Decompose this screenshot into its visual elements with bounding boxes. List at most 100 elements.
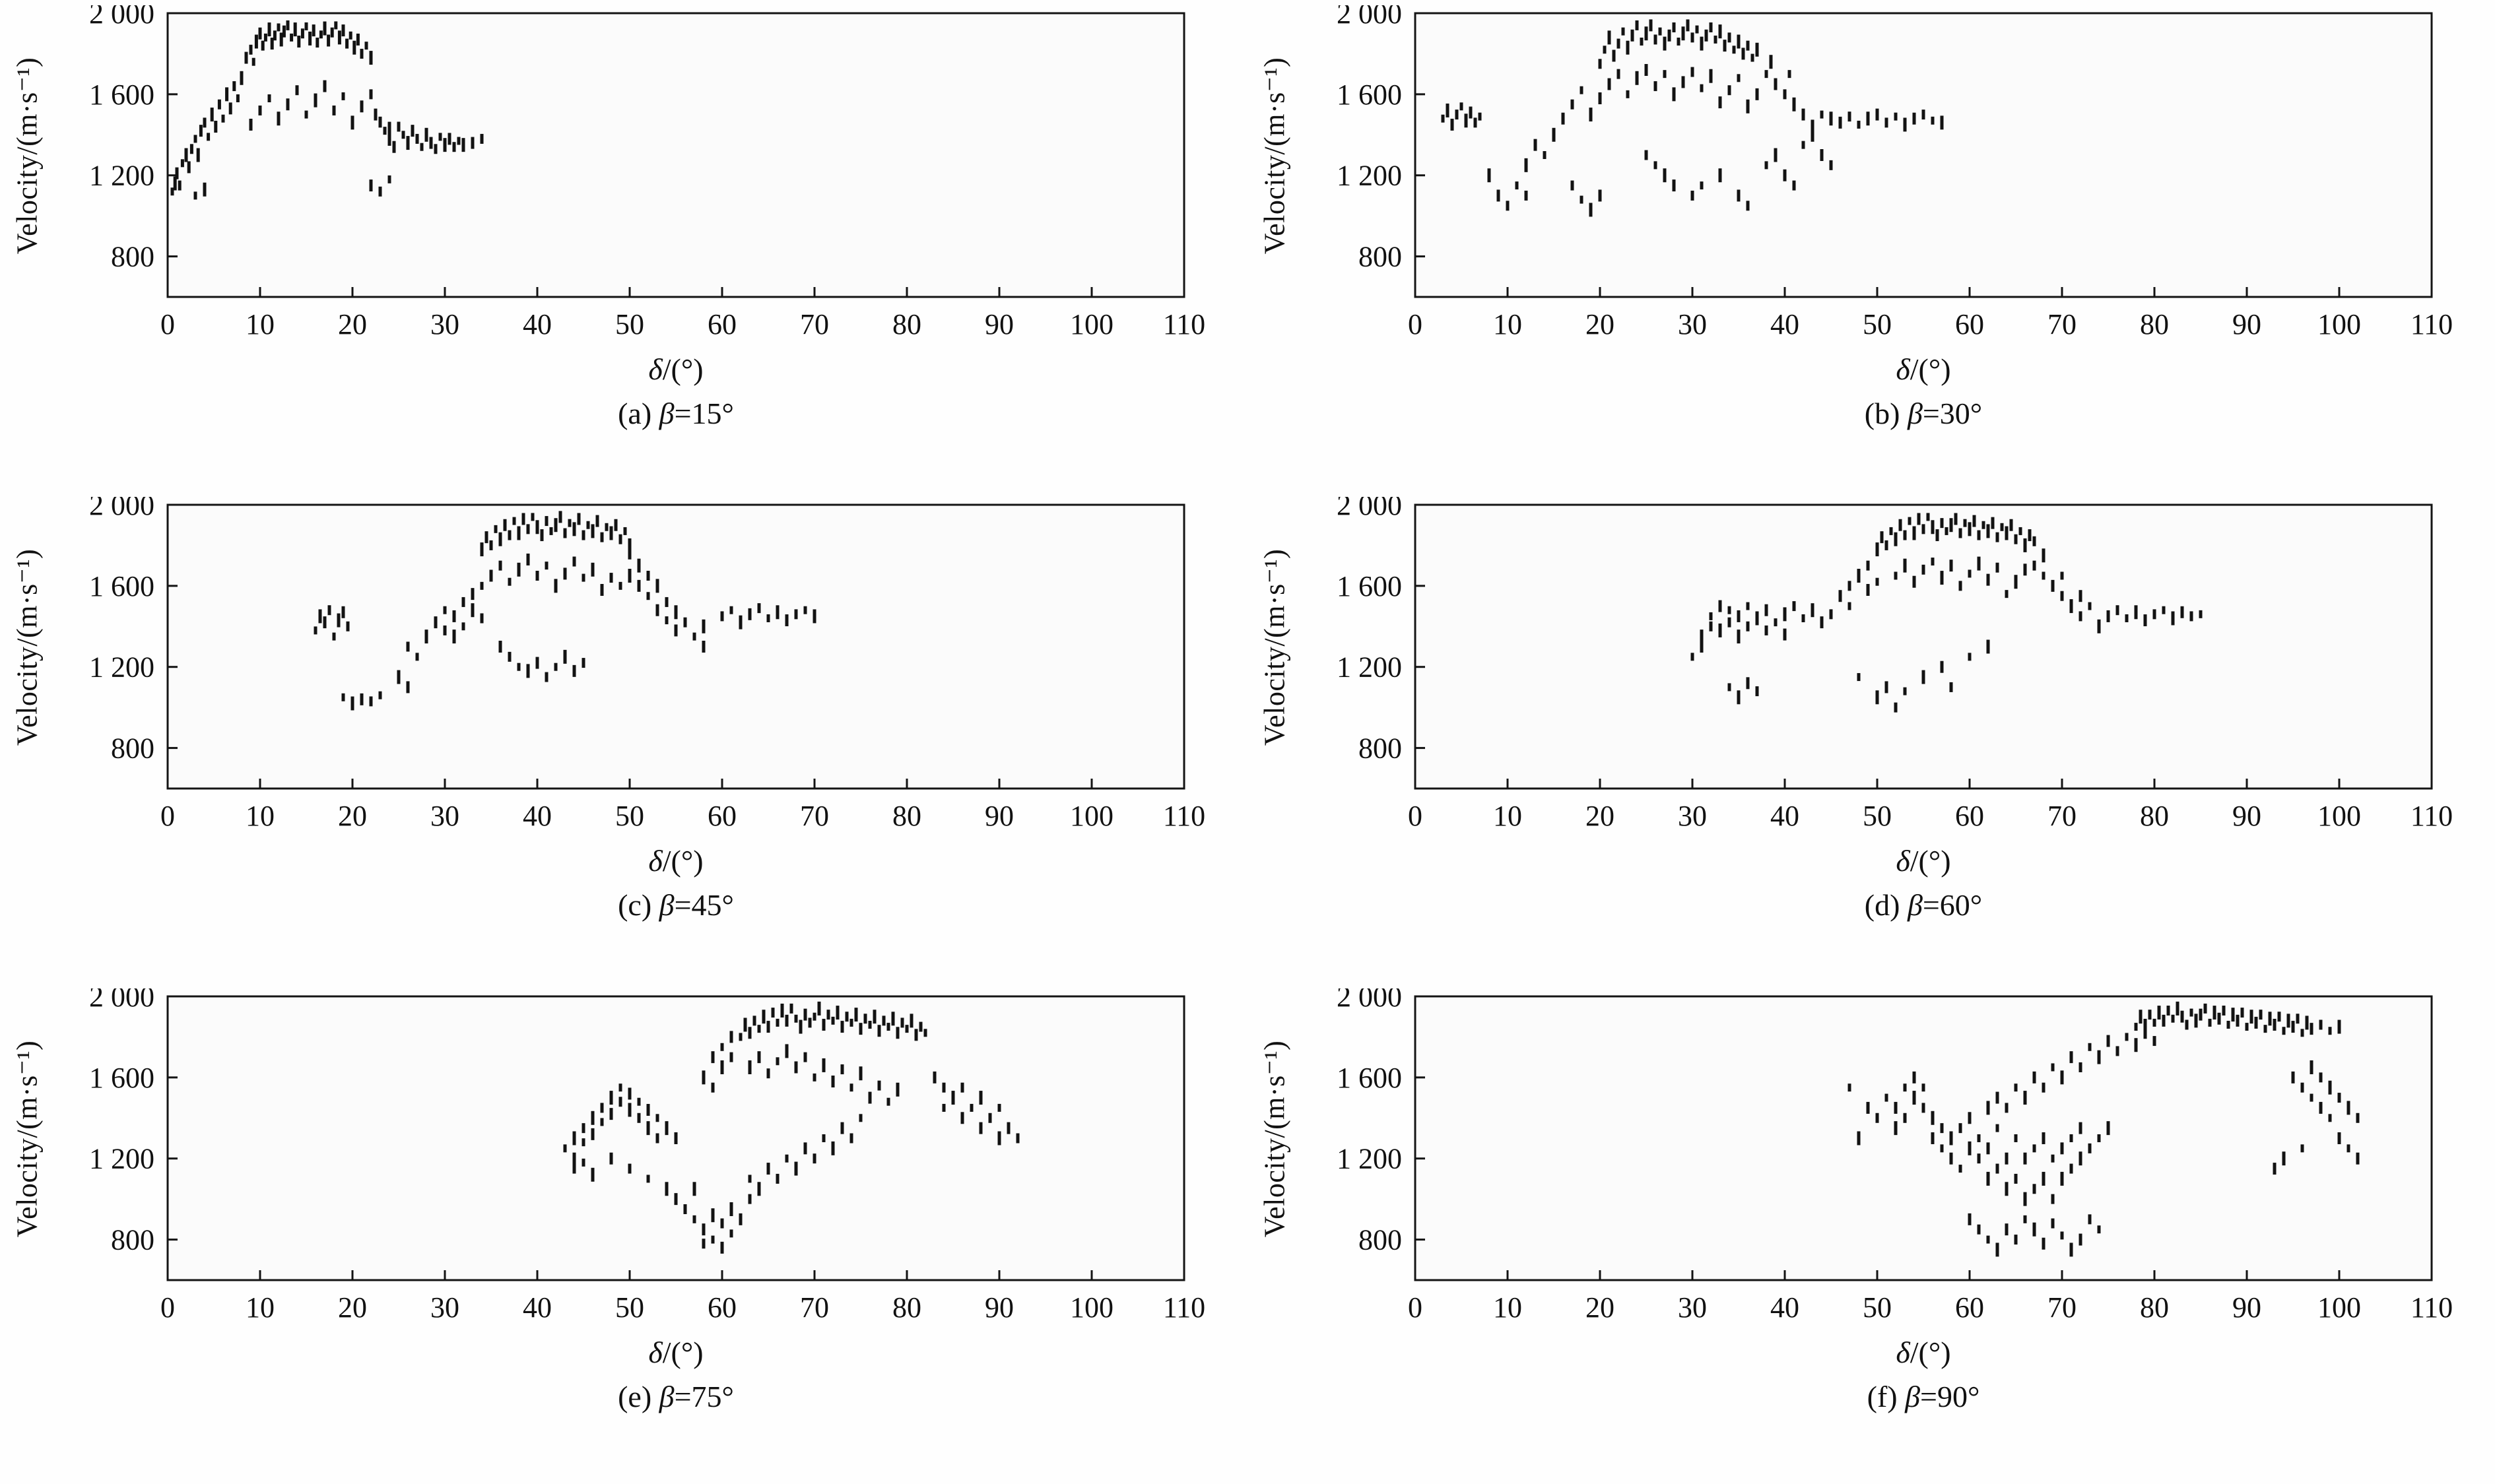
svg-text:70: 70	[2047, 1291, 2077, 1324]
svg-text:90: 90	[2232, 308, 2261, 340]
x-axis-units: /(°)	[1910, 1336, 1951, 1369]
svg-text:110: 110	[1163, 800, 1205, 832]
svg-text:80: 80	[2140, 800, 2169, 832]
plot-area-b: 0 10 20 30 40 50 60 70 80 90 100 110 800 1 200 1 600 2 …	[1337, 5, 2453, 340]
x-axis-label: δ/(°)	[168, 843, 1184, 878]
svg-text:100: 100	[2317, 1291, 2361, 1324]
svg-text:0: 0	[160, 800, 175, 832]
svg-text:30: 30	[1678, 1291, 1707, 1324]
svg-text:10: 10	[1493, 1291, 1522, 1324]
svg-text:1 600: 1 600	[1337, 570, 1402, 602]
svg-text:30: 30	[430, 308, 459, 340]
svg-text:1 600: 1 600	[1337, 1062, 1402, 1094]
beta-symbol: β	[659, 888, 675, 922]
beta-symbol: β	[1907, 397, 1923, 430]
svg-text:800: 800	[1358, 241, 1402, 273]
svg-text:20: 20	[1585, 308, 1614, 340]
y-axis-label-text: Velocity/(m·s⁻¹)	[11, 1040, 44, 1237]
svg-text:30: 30	[430, 800, 459, 832]
x-axis-units: /(°)	[1910, 844, 1951, 878]
svg-text:0: 0	[1408, 800, 1422, 832]
delta-symbol: δ	[648, 352, 663, 386]
svg-text:100: 100	[2317, 308, 2361, 340]
delta-symbol: δ	[648, 844, 663, 878]
svg-text:50: 50	[1863, 1291, 1892, 1324]
beta-symbol: β	[659, 397, 675, 430]
svg-text:70: 70	[800, 800, 829, 832]
subplot-caption-e: (e) β=75°	[168, 1379, 1184, 1414]
svg-text:1 200: 1 200	[89, 651, 154, 684]
x-axis-units: /(°)	[662, 1336, 704, 1369]
svg-text:1 200: 1 200	[1337, 651, 1402, 684]
svg-text:40: 40	[523, 800, 552, 832]
svg-text:100: 100	[1070, 1291, 1114, 1324]
plot-area-a: 0 10 20 30 40 50 60 70 80 90 100 110 800 1 200 1 600 2 …	[89, 5, 1205, 340]
svg-text:10: 10	[1493, 308, 1522, 340]
x-axis-label: δ/(°)	[1415, 843, 2432, 878]
subplot-caption-f: (f) β=90°	[1415, 1379, 2432, 1414]
caption-index: (f)	[1867, 1380, 1906, 1413]
svg-text:110: 110	[1163, 308, 1205, 340]
svg-text:20: 20	[1585, 1291, 1614, 1324]
y-axis-label: Velocity/(m·s⁻¹)	[1253, 5, 1296, 306]
svg-text:20: 20	[338, 308, 367, 340]
svg-text:1 600: 1 600	[89, 79, 154, 111]
svg-text:0: 0	[160, 1291, 175, 1324]
svg-text:2 000: 2 000	[89, 497, 154, 521]
svg-text:80: 80	[2140, 308, 2169, 340]
subplot-caption-b: (b) β=30°	[1415, 396, 2432, 431]
svg-text:50: 50	[615, 308, 644, 340]
caption-index: (d)	[1864, 888, 1908, 922]
scatter-subplot-a: Velocity/(m·s⁻¹) 0 10 20 30 40 50 60 70 80 90 100 1…	[5, 5, 1253, 497]
svg-text:90: 90	[2232, 1291, 2261, 1324]
svg-text:10: 10	[246, 800, 275, 832]
x-axis-label: δ/(°)	[1415, 1335, 2432, 1370]
caption-index: (e)	[618, 1380, 659, 1413]
svg-text:80: 80	[892, 800, 921, 832]
svg-text:40: 40	[1770, 1291, 1799, 1324]
svg-text:1 200: 1 200	[1337, 1143, 1402, 1175]
svg-text:30: 30	[1678, 800, 1707, 832]
beta-symbol: β	[1907, 888, 1923, 922]
plot-area-e: 0 10 20 30 40 50 60 70 80 90 100 110 800 1 200 1 600 2 …	[89, 988, 1205, 1324]
caption-value: =45°	[674, 888, 734, 922]
svg-text:2 000: 2 000	[1337, 988, 1402, 1013]
svg-text:80: 80	[892, 1291, 921, 1324]
svg-text:2 000: 2 000	[89, 5, 154, 30]
svg-text:20: 20	[338, 800, 367, 832]
svg-text:90: 90	[2232, 800, 2261, 832]
y-axis-label: Velocity/(m·s⁻¹)	[5, 497, 49, 797]
svg-text:90: 90	[985, 308, 1014, 340]
svg-text:50: 50	[615, 1291, 644, 1324]
svg-text:60: 60	[1955, 800, 1984, 832]
svg-text:30: 30	[1678, 308, 1707, 340]
plot-area-f: 0 10 20 30 40 50 60 70 80 90 100 110 800 1 200 1 600 2 …	[1337, 988, 2453, 1324]
caption-index: (b)	[1864, 397, 1908, 430]
beta-symbol: β	[659, 1380, 675, 1413]
svg-text:100: 100	[2317, 800, 2361, 832]
svg-text:60: 60	[1955, 308, 1984, 340]
svg-text:110: 110	[1163, 1291, 1205, 1324]
svg-text:80: 80	[2140, 1291, 2169, 1324]
svg-text:20: 20	[1585, 800, 1614, 832]
svg-text:60: 60	[708, 308, 737, 340]
y-axis-label: Velocity/(m·s⁻¹)	[5, 5, 49, 306]
subplot-caption-c: (c) β=45°	[168, 887, 1184, 922]
y-axis-label-text: Velocity/(m·s⁻¹)	[1258, 1040, 1291, 1237]
delta-symbol: δ	[1896, 1336, 1910, 1369]
x-axis-units: /(°)	[1910, 352, 1951, 386]
svg-text:70: 70	[800, 1291, 829, 1324]
x-axis-units: /(°)	[662, 352, 704, 386]
svg-text:40: 40	[1770, 308, 1799, 340]
svg-text:100: 100	[1070, 800, 1114, 832]
subplot-caption-a: (a) β=15°	[168, 396, 1184, 431]
svg-text:50: 50	[1863, 800, 1892, 832]
scatter-subplot-d: Velocity/(m·s⁻¹) 0 10 20 30 40 50 60 70 80 90 100 1…	[1253, 497, 2495, 988]
y-axis-label: Velocity/(m·s⁻¹)	[5, 988, 49, 1289]
y-axis-label-text: Velocity/(m·s⁻¹)	[11, 548, 44, 746]
svg-text:40: 40	[1770, 800, 1799, 832]
y-axis-label-text: Velocity/(m·s⁻¹)	[11, 57, 44, 254]
scatter-subplot-c: Velocity/(m·s⁻¹) 0 10 20 30 40 50 60 70 80 90 100 1…	[5, 497, 1253, 988]
svg-text:50: 50	[615, 800, 644, 832]
